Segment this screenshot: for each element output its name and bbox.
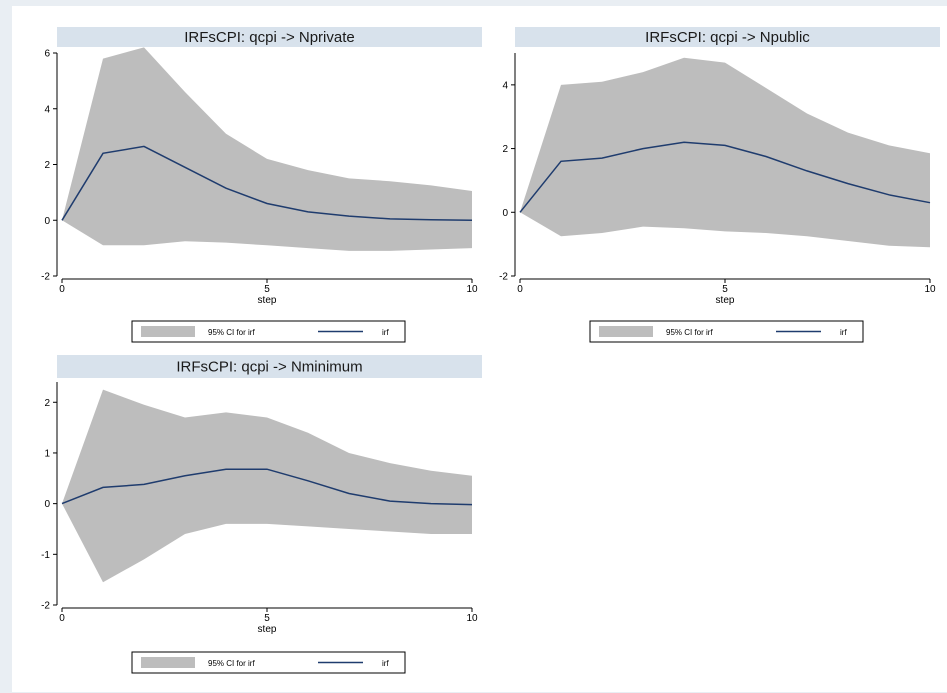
x-tick-label: 0 <box>517 284 523 295</box>
legend: 95% CI for irf irf <box>131 320 406 343</box>
y-tick-label: 2 <box>44 160 50 171</box>
x-axis-label: step <box>716 295 735 306</box>
legend-band-swatch <box>141 657 195 668</box>
irf-line <box>61 468 473 506</box>
legend-label-ci: 95% CI for irf <box>666 328 713 337</box>
legend-box <box>131 651 406 674</box>
legend-band-swatch <box>599 326 653 337</box>
x-tick-label: 10 <box>466 613 478 624</box>
chart-panel-1: IRFsCPI: qcpi -> Nprivate -2 0 2 4 6 0 5 10 step 9… <box>41 27 482 343</box>
y-tick-label: 0 <box>44 499 50 510</box>
y-tick-label: -1 <box>41 550 50 561</box>
x-tick-label: 5 <box>264 284 270 295</box>
x-tick-label: 5 <box>264 613 270 624</box>
y-tick-label: 0 <box>44 216 50 227</box>
legend-label-irf: irf <box>840 328 847 337</box>
legend-box <box>131 320 406 343</box>
chart-panel-3: IRFsCPI: qcpi -> Nminimum -2 -1 0 1 2 0 5 10 step… <box>41 355 482 674</box>
x-tick-label: 10 <box>924 284 936 295</box>
legend-label-irf: irf <box>382 659 389 668</box>
chart-title-bar <box>515 27 940 47</box>
x-tick-label: 10 <box>466 284 478 295</box>
legend-label-ci: 95% CI for irf <box>208 659 255 668</box>
y-tick-label: -2 <box>41 272 50 283</box>
y-tick-label: -2 <box>499 272 508 283</box>
x-tick-label: 0 <box>59 613 65 624</box>
x-tick-label: 0 <box>59 284 65 295</box>
legend: 95% CI for irf irf <box>131 651 406 674</box>
y-tick-label: 6 <box>44 49 50 60</box>
chart-title-bar <box>57 27 482 47</box>
y-tick-label: 4 <box>44 104 50 115</box>
y-tick-label: 4 <box>502 80 508 91</box>
chart-title: IRFsCPI: qcpi -> Npublic <box>645 29 810 46</box>
chart-title-bar <box>57 355 482 378</box>
y-tick-label: -2 <box>41 601 50 612</box>
legend-label-irf: irf <box>382 328 389 337</box>
y-tick-label: 0 <box>502 208 508 219</box>
ci-band-area <box>62 389 472 583</box>
x-tick-label: 5 <box>722 284 728 295</box>
ci-band-area <box>520 57 930 248</box>
chart-title: IRFsCPI: qcpi -> Nminimum <box>176 359 362 376</box>
legend-band-swatch <box>141 326 195 337</box>
y-tick-label: 2 <box>44 398 50 409</box>
legend-label-ci: 95% CI for irf <box>208 328 255 337</box>
x-axis-label: step <box>258 624 277 635</box>
chart-panel-2: IRFsCPI: qcpi -> Npublic -2 0 2 4 0 5 10 step 95%… <box>499 27 940 343</box>
x-axis-label: step <box>258 295 277 306</box>
legend: 95% CI for irf irf <box>589 320 864 343</box>
y-tick-label: 1 <box>44 448 50 459</box>
legend-box <box>589 320 864 343</box>
chart-title: IRFsCPI: qcpi -> Nprivate <box>184 29 354 46</box>
ci-band-area <box>62 47 472 251</box>
y-tick-label: 2 <box>502 144 508 155</box>
irf-line <box>61 145 473 222</box>
irf-line <box>519 141 931 213</box>
